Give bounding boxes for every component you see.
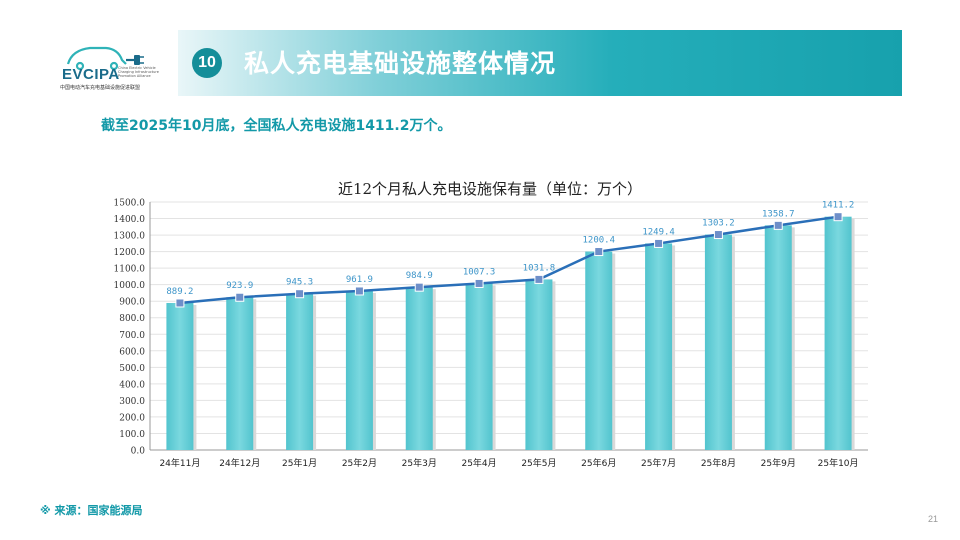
x-tick-label: 25年2月 <box>342 457 377 469</box>
bars <box>166 216 855 450</box>
data-label: 1358.7 <box>762 209 795 219</box>
data-label: 1200.4 <box>582 236 615 246</box>
line-point-marker <box>235 292 245 302</box>
section-number-badge: 10 <box>192 48 222 78</box>
line-point-marker <box>773 220 783 230</box>
x-tick-label: 25年8月 <box>701 457 736 469</box>
data-label: 984.9 <box>406 271 433 281</box>
y-tick-label: 1500.0 <box>114 199 146 209</box>
line-point-marker <box>354 286 364 296</box>
line-point-marker <box>295 289 305 299</box>
bar <box>286 293 314 450</box>
line-point-marker <box>713 230 723 240</box>
data-label: 1303.2 <box>702 219 735 229</box>
x-tick-label: 24年12月 <box>219 457 260 469</box>
data-label: 961.9 <box>346 275 373 285</box>
bar <box>824 216 852 450</box>
page-number: 21 <box>928 514 939 524</box>
y-tick-label: 700.0 <box>119 331 145 341</box>
page-title: 私人充电基础设施整体情况 <box>244 49 557 78</box>
source-note: ※ 来源：国家能源局 <box>40 504 143 517</box>
x-tick-label: 24年11月 <box>159 457 200 469</box>
x-tick-label: 25年3月 <box>402 457 437 469</box>
y-tick-label: 1100.0 <box>114 265 146 275</box>
y-tick-label: 1200.0 <box>114 248 146 258</box>
data-label: 923.9 <box>226 281 253 291</box>
x-tick-label: 25年7月 <box>641 457 676 469</box>
y-tick-label: 1300.0 <box>114 232 146 242</box>
data-label: 1007.3 <box>463 267 496 277</box>
title-banner <box>178 30 902 96</box>
bar <box>645 243 673 450</box>
y-tick-label: 400.0 <box>119 380 145 390</box>
data-label: 945.3 <box>286 278 313 288</box>
summary-text: 截至2025年10月底，全国私人充电设施1411.2万个。 <box>101 118 452 134</box>
bar <box>226 297 254 450</box>
y-tick-label: 1000.0 <box>114 281 146 291</box>
y-tick-label: 800.0 <box>119 314 145 324</box>
logo-text: EVCIPA <box>62 66 120 83</box>
bar <box>525 279 553 450</box>
y-tick-label: 900.0 <box>119 298 145 308</box>
y-tick-label: 1400.0 <box>114 215 146 225</box>
x-tick-label: 25年1月 <box>282 457 317 469</box>
trend-line-layer <box>175 212 843 308</box>
evcipa-logo <box>66 46 144 71</box>
line-point-marker <box>534 274 544 284</box>
bar <box>465 283 493 450</box>
data-label: 1411.2 <box>822 201 855 211</box>
bar <box>405 287 433 450</box>
data-labels: 889.2 923.9 945.3 961.9 984.9 1007.3 1031.8 120… <box>166 201 854 297</box>
gridlines <box>149 201 868 451</box>
y-axis-ticks: 0.0 100.0 200.0 300.0 400.0 500.0 600.0 700.0 80… <box>114 199 146 457</box>
bar <box>166 302 194 450</box>
x-tick-label: 25年5月 <box>521 457 556 469</box>
bar <box>345 290 373 450</box>
line-point-marker <box>474 278 484 288</box>
x-tick-label: 25年9月 <box>761 457 796 469</box>
x-tick-label: 25年4月 <box>461 457 496 469</box>
bar <box>764 225 792 450</box>
y-tick-label: 0.0 <box>131 447 146 457</box>
line-point-marker <box>833 212 843 222</box>
bar <box>585 251 613 450</box>
y-tick-label: 200.0 <box>119 413 145 423</box>
y-tick-label: 600.0 <box>119 347 145 357</box>
data-label: 889.2 <box>166 287 193 297</box>
logo-chinese-name: 中国电动汽车充电基础设施促进联盟 <box>60 85 141 91</box>
x-axis-ticks: 24年11月 24年12月 25年1月 25年2月 25年3月 25年4月 25年5月 25年… <box>159 457 858 469</box>
trend-line <box>179 215 839 305</box>
logo-subtitle: China Electric Vehicle Charging Infrastr… <box>118 66 159 78</box>
line-point-marker <box>654 238 664 248</box>
data-label: 1249.4 <box>642 227 675 237</box>
line-point-marker <box>594 247 604 257</box>
x-tick-label: 25年10月 <box>818 457 859 469</box>
car-plug-icon <box>66 46 144 71</box>
bar <box>704 234 732 450</box>
y-tick-label: 500.0 <box>119 364 145 374</box>
chart-title: 近12个月私人充电设施保有量（单位：万个） <box>338 180 642 198</box>
y-tick-label: 300.0 <box>119 397 145 407</box>
line-point-marker <box>175 298 185 308</box>
line-point-marker <box>414 282 424 292</box>
y-tick-label: 100.0 <box>119 430 145 440</box>
x-tick-label: 25年6月 <box>581 457 616 469</box>
data-label: 1031.8 <box>523 263 556 273</box>
